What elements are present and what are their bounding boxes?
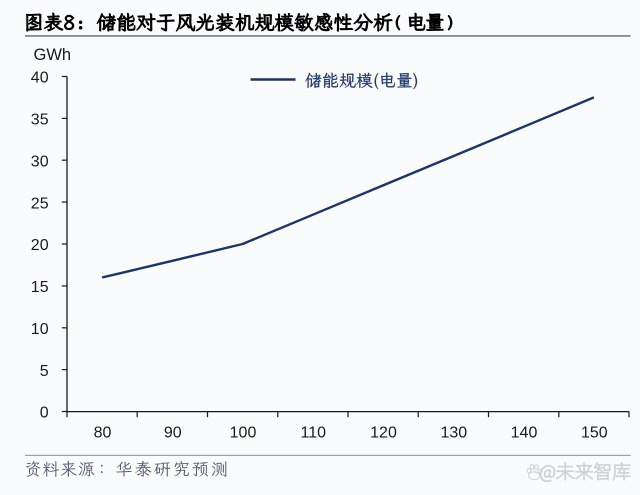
svg-text:90: 90 [164, 425, 182, 442]
svg-text:15: 15 [31, 279, 49, 296]
svg-text:100: 100 [230, 425, 257, 442]
svg-text:20: 20 [31, 237, 49, 254]
svg-text:140: 140 [511, 425, 538, 442]
svg-text:150: 150 [581, 425, 608, 442]
svg-text:25: 25 [31, 195, 49, 212]
svg-text:0: 0 [40, 405, 49, 422]
svg-text:110: 110 [301, 425, 327, 442]
svg-text:80: 80 [94, 425, 112, 442]
svg-text:5: 5 [40, 363, 49, 380]
svg-text:120: 120 [370, 425, 397, 442]
svg-text:35: 35 [31, 112, 49, 129]
svg-text:40: 40 [31, 70, 49, 87]
svg-text:GWh: GWh [34, 46, 72, 64]
svg-text:30: 30 [31, 153, 49, 170]
svg-text:10: 10 [31, 321, 49, 338]
svg-text:130: 130 [440, 425, 467, 442]
